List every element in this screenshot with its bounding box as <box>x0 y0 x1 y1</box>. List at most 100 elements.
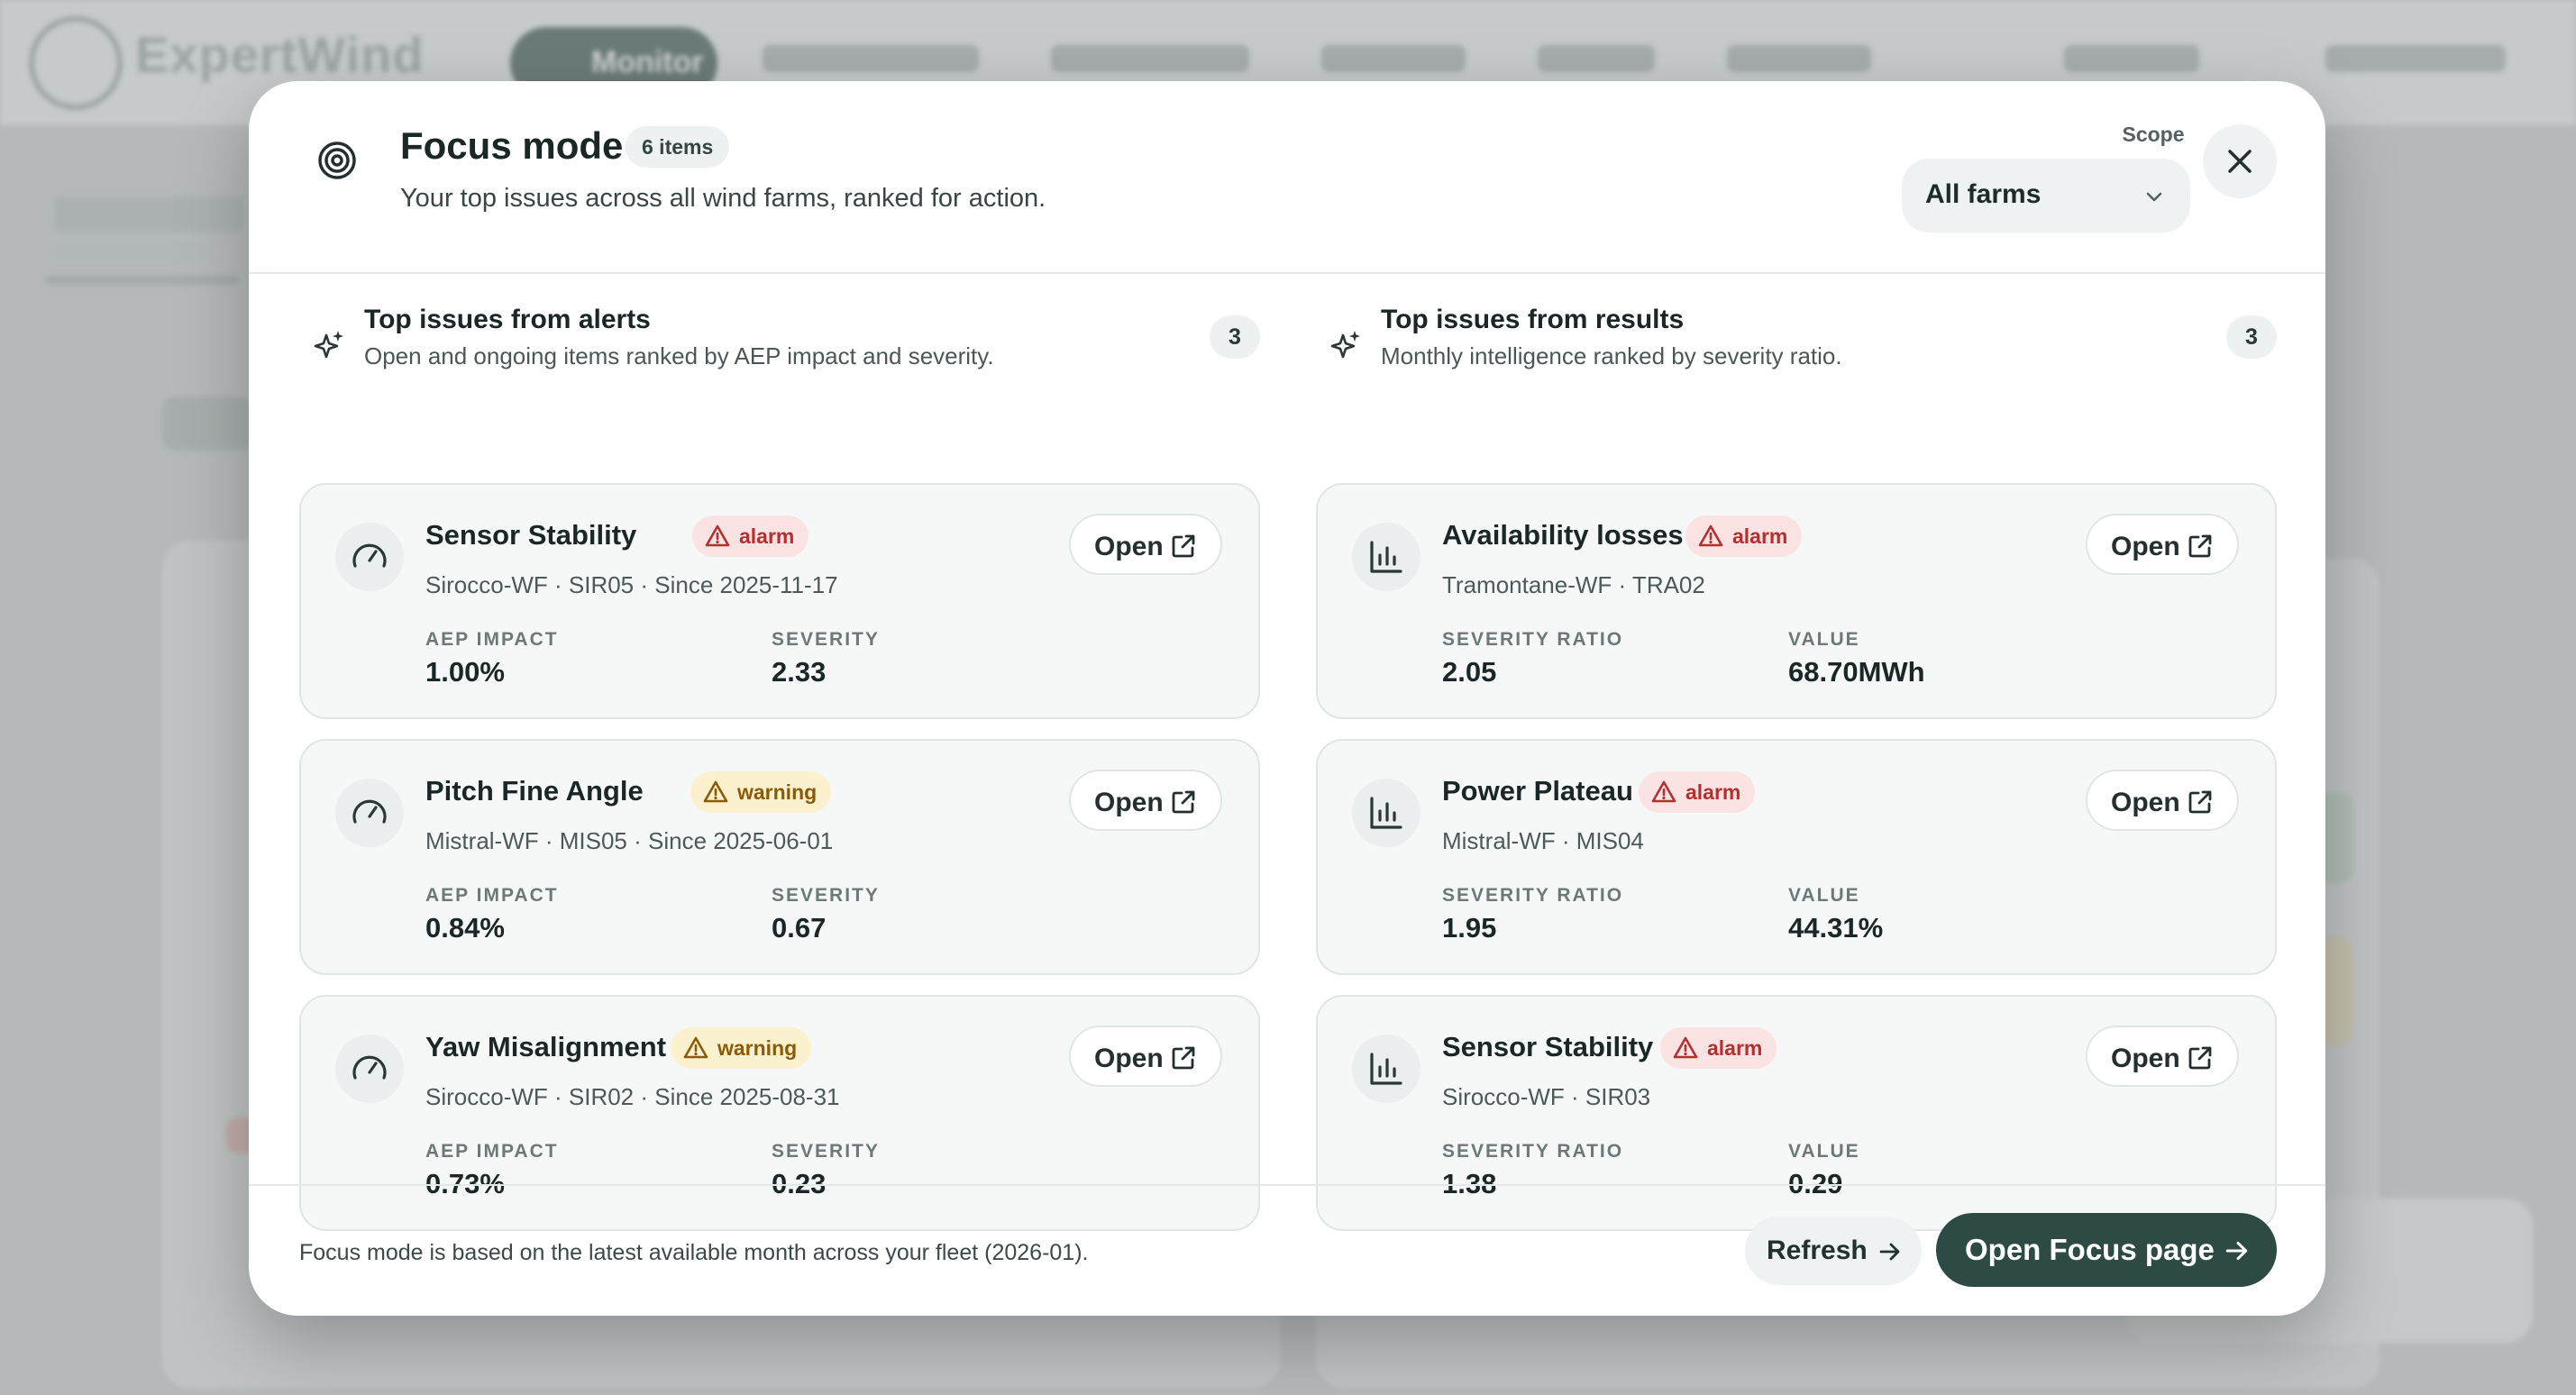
open-button[interactable]: Open <box>1069 1026 1222 1087</box>
warning-triangle-icon <box>1651 780 1676 803</box>
warning-triangle-icon <box>703 780 728 803</box>
card-meta: Tramontane-WF · TRA02 <box>1442 571 1705 598</box>
value-value: 68.70MWh <box>1788 656 1925 688</box>
open-button[interactable]: Open <box>1069 770 1222 831</box>
open-button-label: Open <box>1094 1044 1164 1073</box>
severity-value: 2.33 <box>772 656 827 688</box>
severity-label: SEVERITY <box>772 1141 880 1162</box>
status-badge: warning <box>671 1027 812 1069</box>
value-label: VALUE <box>1788 885 1860 906</box>
value-value: 44.31% <box>1788 912 1884 944</box>
background-nav-item <box>1051 45 1249 72</box>
background-nav-item <box>763 45 979 72</box>
background-nav-active-label: Monitor <box>591 45 704 79</box>
scope-label: Scope <box>2122 123 2185 146</box>
external-link-icon <box>2188 534 2212 558</box>
status-badge-label: alarm <box>1685 780 1741 804</box>
card-title: Sensor Stability <box>425 519 637 551</box>
background-side-line <box>45 276 239 285</box>
open-button-label: Open <box>2111 788 2180 817</box>
external-link-icon <box>1172 534 1195 558</box>
alerts-section-title: Top issues from alerts <box>364 305 651 334</box>
card-title: Power Plateau <box>1442 775 1633 807</box>
external-link-icon <box>1172 1046 1195 1070</box>
severity-ratio-value: 1.38 <box>1442 1168 1497 1199</box>
background-nav-item <box>2325 45 2506 72</box>
results-count-badge: 3 <box>2226 315 2277 359</box>
sparkles-icon <box>314 331 343 359</box>
card-icon-wrap <box>1352 523 1420 591</box>
status-badge: warning <box>690 771 832 813</box>
background-nav-item <box>2064 45 2199 72</box>
severity-label: SEVERITY <box>772 629 880 650</box>
results-section-title: Top issues from results <box>1381 305 1685 334</box>
open-button-label: Open <box>2111 532 2180 561</box>
open-focus-page-button[interactable]: Open Focus page <box>1936 1213 2277 1287</box>
close-icon <box>2228 150 2252 173</box>
dialog-title: Focus mode <box>400 124 624 167</box>
result-card: Sensor Stability alarm Sirocco-WF · SIR0… <box>1316 995 2277 1231</box>
severity-ratio-label: SEVERITY RATIO <box>1442 1141 1624 1162</box>
gauge-icon <box>352 1055 387 1080</box>
aep-impact-value: 0.84% <box>425 912 505 944</box>
card-icon-wrap <box>1352 779 1420 847</box>
target-icon <box>318 141 356 179</box>
value-value: 0.29 <box>1788 1168 1843 1199</box>
dialog-header: Focus mode 6 items Your top issues acros… <box>249 81 2325 274</box>
card-icon-wrap <box>1352 1035 1420 1103</box>
severity-ratio-value: 1.95 <box>1442 912 1497 944</box>
background-nav-item <box>1727 45 1871 72</box>
background-chip <box>162 397 252 451</box>
chevron-down-icon <box>2146 192 2162 202</box>
card-meta: Mistral-WF · MIS04 <box>1442 827 1644 854</box>
gauge-icon <box>352 799 387 824</box>
warning-triangle-icon <box>705 524 730 547</box>
background-side-sub <box>54 243 207 261</box>
card-icon-wrap <box>335 779 404 847</box>
refresh-button[interactable]: Refresh <box>1745 1217 1922 1285</box>
result-card: Availability losses alarm Tramontane-WF … <box>1316 483 2277 719</box>
background-side-tab <box>54 196 243 232</box>
open-button[interactable]: Open <box>2086 514 2239 575</box>
severity-value: 0.67 <box>772 912 827 944</box>
open-button[interactable]: Open <box>1069 514 1222 575</box>
close-button[interactable] <box>2203 124 2277 198</box>
external-link-icon <box>1172 790 1195 814</box>
open-focus-page-label: Open Focus page <box>1965 1233 2215 1266</box>
scope-select[interactable]: All farms <box>1902 159 2190 232</box>
open-button-label: Open <box>2111 1044 2180 1073</box>
items-count-badge: 6 items <box>626 126 730 168</box>
alert-card: Yaw Misalignment warning Sirocco-WF · SI… <box>299 995 1260 1231</box>
dialog-subtitle: Your top issues across all wind farms, r… <box>400 184 1046 213</box>
results-section-subtitle: Monthly intelligence ranked by severity … <box>1381 342 1842 369</box>
footer-note: Focus mode is based on the latest availa… <box>299 1240 1089 1265</box>
card-title: Pitch Fine Angle <box>425 775 644 807</box>
open-button[interactable]: Open <box>2086 1026 2239 1087</box>
background-nav-item <box>1538 45 1655 72</box>
aep-impact-value: 0.73% <box>425 1168 505 1199</box>
status-badge: alarm <box>1685 515 1803 557</box>
arrow-right-icon <box>1879 1243 1900 1261</box>
alert-card: Pitch Fine Angle warning Mistral-WF · MI… <box>299 739 1260 975</box>
sparkles-icon <box>1330 331 1360 359</box>
card-meta: Sirocco-WF · SIR05 · Since 2025-11-17 <box>425 571 838 598</box>
value-label: VALUE <box>1788 629 1860 650</box>
card-icon-wrap <box>335 1035 404 1103</box>
open-button[interactable]: Open <box>2086 770 2239 831</box>
status-badge-label: alarm <box>1732 524 1788 548</box>
warning-triangle-icon <box>1673 1036 1698 1059</box>
aep-impact-label: AEP IMPACT <box>425 885 559 906</box>
card-title: Yaw Misalignment <box>425 1031 667 1062</box>
dialog-footer: Focus mode is based on the latest availa… <box>249 1184 2325 1316</box>
focus-mode-dialog: Focus mode 6 items Your top issues acros… <box>249 81 2325 1316</box>
result-card: Power Plateau alarm Mistral-WF · MIS04 S… <box>1316 739 2277 975</box>
severity-value: 0.23 <box>772 1168 827 1199</box>
card-icon-wrap <box>335 523 404 591</box>
arrow-right-icon <box>2225 1241 2248 1261</box>
severity-ratio-value: 2.05 <box>1442 656 1497 688</box>
card-meta: Sirocco-WF · SIR02 · Since 2025-08-31 <box>425 1083 840 1110</box>
card-title: Sensor Stability <box>1442 1031 1654 1062</box>
scope-select-value: All farms <box>1925 179 2042 209</box>
bar-chart-icon <box>1370 1053 1402 1085</box>
open-button-label: Open <box>1094 788 1164 817</box>
